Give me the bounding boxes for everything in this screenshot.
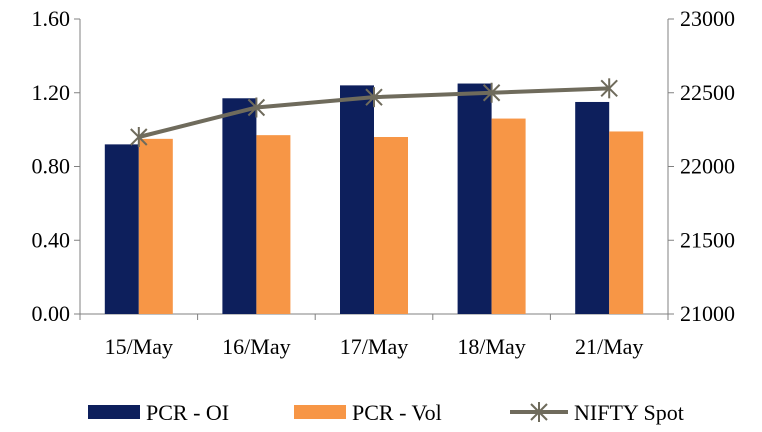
bar-pcr-oi [575,101,610,314]
left-tick-label: 0.00 [32,301,71,326]
legend-item-pcr-oi: PCR - OI [88,400,229,425]
right-tick-label: 23000 [680,6,735,31]
legend-swatch [88,405,140,419]
left-tick-label: 1.60 [32,6,71,31]
bar-pcr-oi [340,85,374,314]
legend-item-nifty-spot: NIFTY Spot [510,400,684,425]
legend-label: PCR - OI [146,400,229,425]
left-axis: 0.00 0.40 0.80 1.20 1.60 [32,6,81,326]
bar-pcr-vol [491,118,526,314]
nifty-spot-point [130,127,148,147]
nifty-spot-point [600,78,618,99]
legend-label: NIFTY Spot [574,400,684,425]
right-tick-label: 22000 [680,154,735,179]
nifty-spot-point [365,87,383,108]
nifty-spot-point [247,97,266,118]
x-tick-label: 16/May [222,334,290,359]
bar-pcr-oi [222,98,257,314]
x-axis: 15/May 16/May 17/May 18/May 21/May [79,313,669,359]
right-axis: 21000 21500 22000 22500 23000 [667,6,735,326]
bars [104,83,644,314]
left-tick-label: 1.20 [32,80,71,105]
legend-label: PCR - Vol [352,400,442,425]
left-tick-label: 0.40 [32,227,71,252]
right-tick-label: 22500 [680,80,735,105]
bar-pcr-vol [374,137,408,314]
legend-swatch [294,405,346,419]
bar-pcr-oi [457,83,492,314]
left-tick-label: 0.80 [32,154,71,179]
bar-pcr-vol [138,138,173,314]
bar-pcr-vol [256,135,291,314]
nifty-spot-point [482,82,501,103]
bar-pcr-vol [609,131,644,314]
right-tick-label: 21500 [680,227,735,252]
bar-pcr-oi [104,144,139,314]
x-tick-label: 18/May [457,334,525,359]
x-tick-label: 17/May [340,334,408,359]
nifty-line [130,78,618,147]
x-tick-label: 21/May [575,334,643,359]
right-tick-label: 21000 [680,301,735,326]
legend-item-pcr-vol: PCR - Vol [294,400,442,425]
x-tick-label: 15/May [105,334,173,359]
legend: PCR - OI PCR - Vol NIFTY Spot [88,400,684,425]
